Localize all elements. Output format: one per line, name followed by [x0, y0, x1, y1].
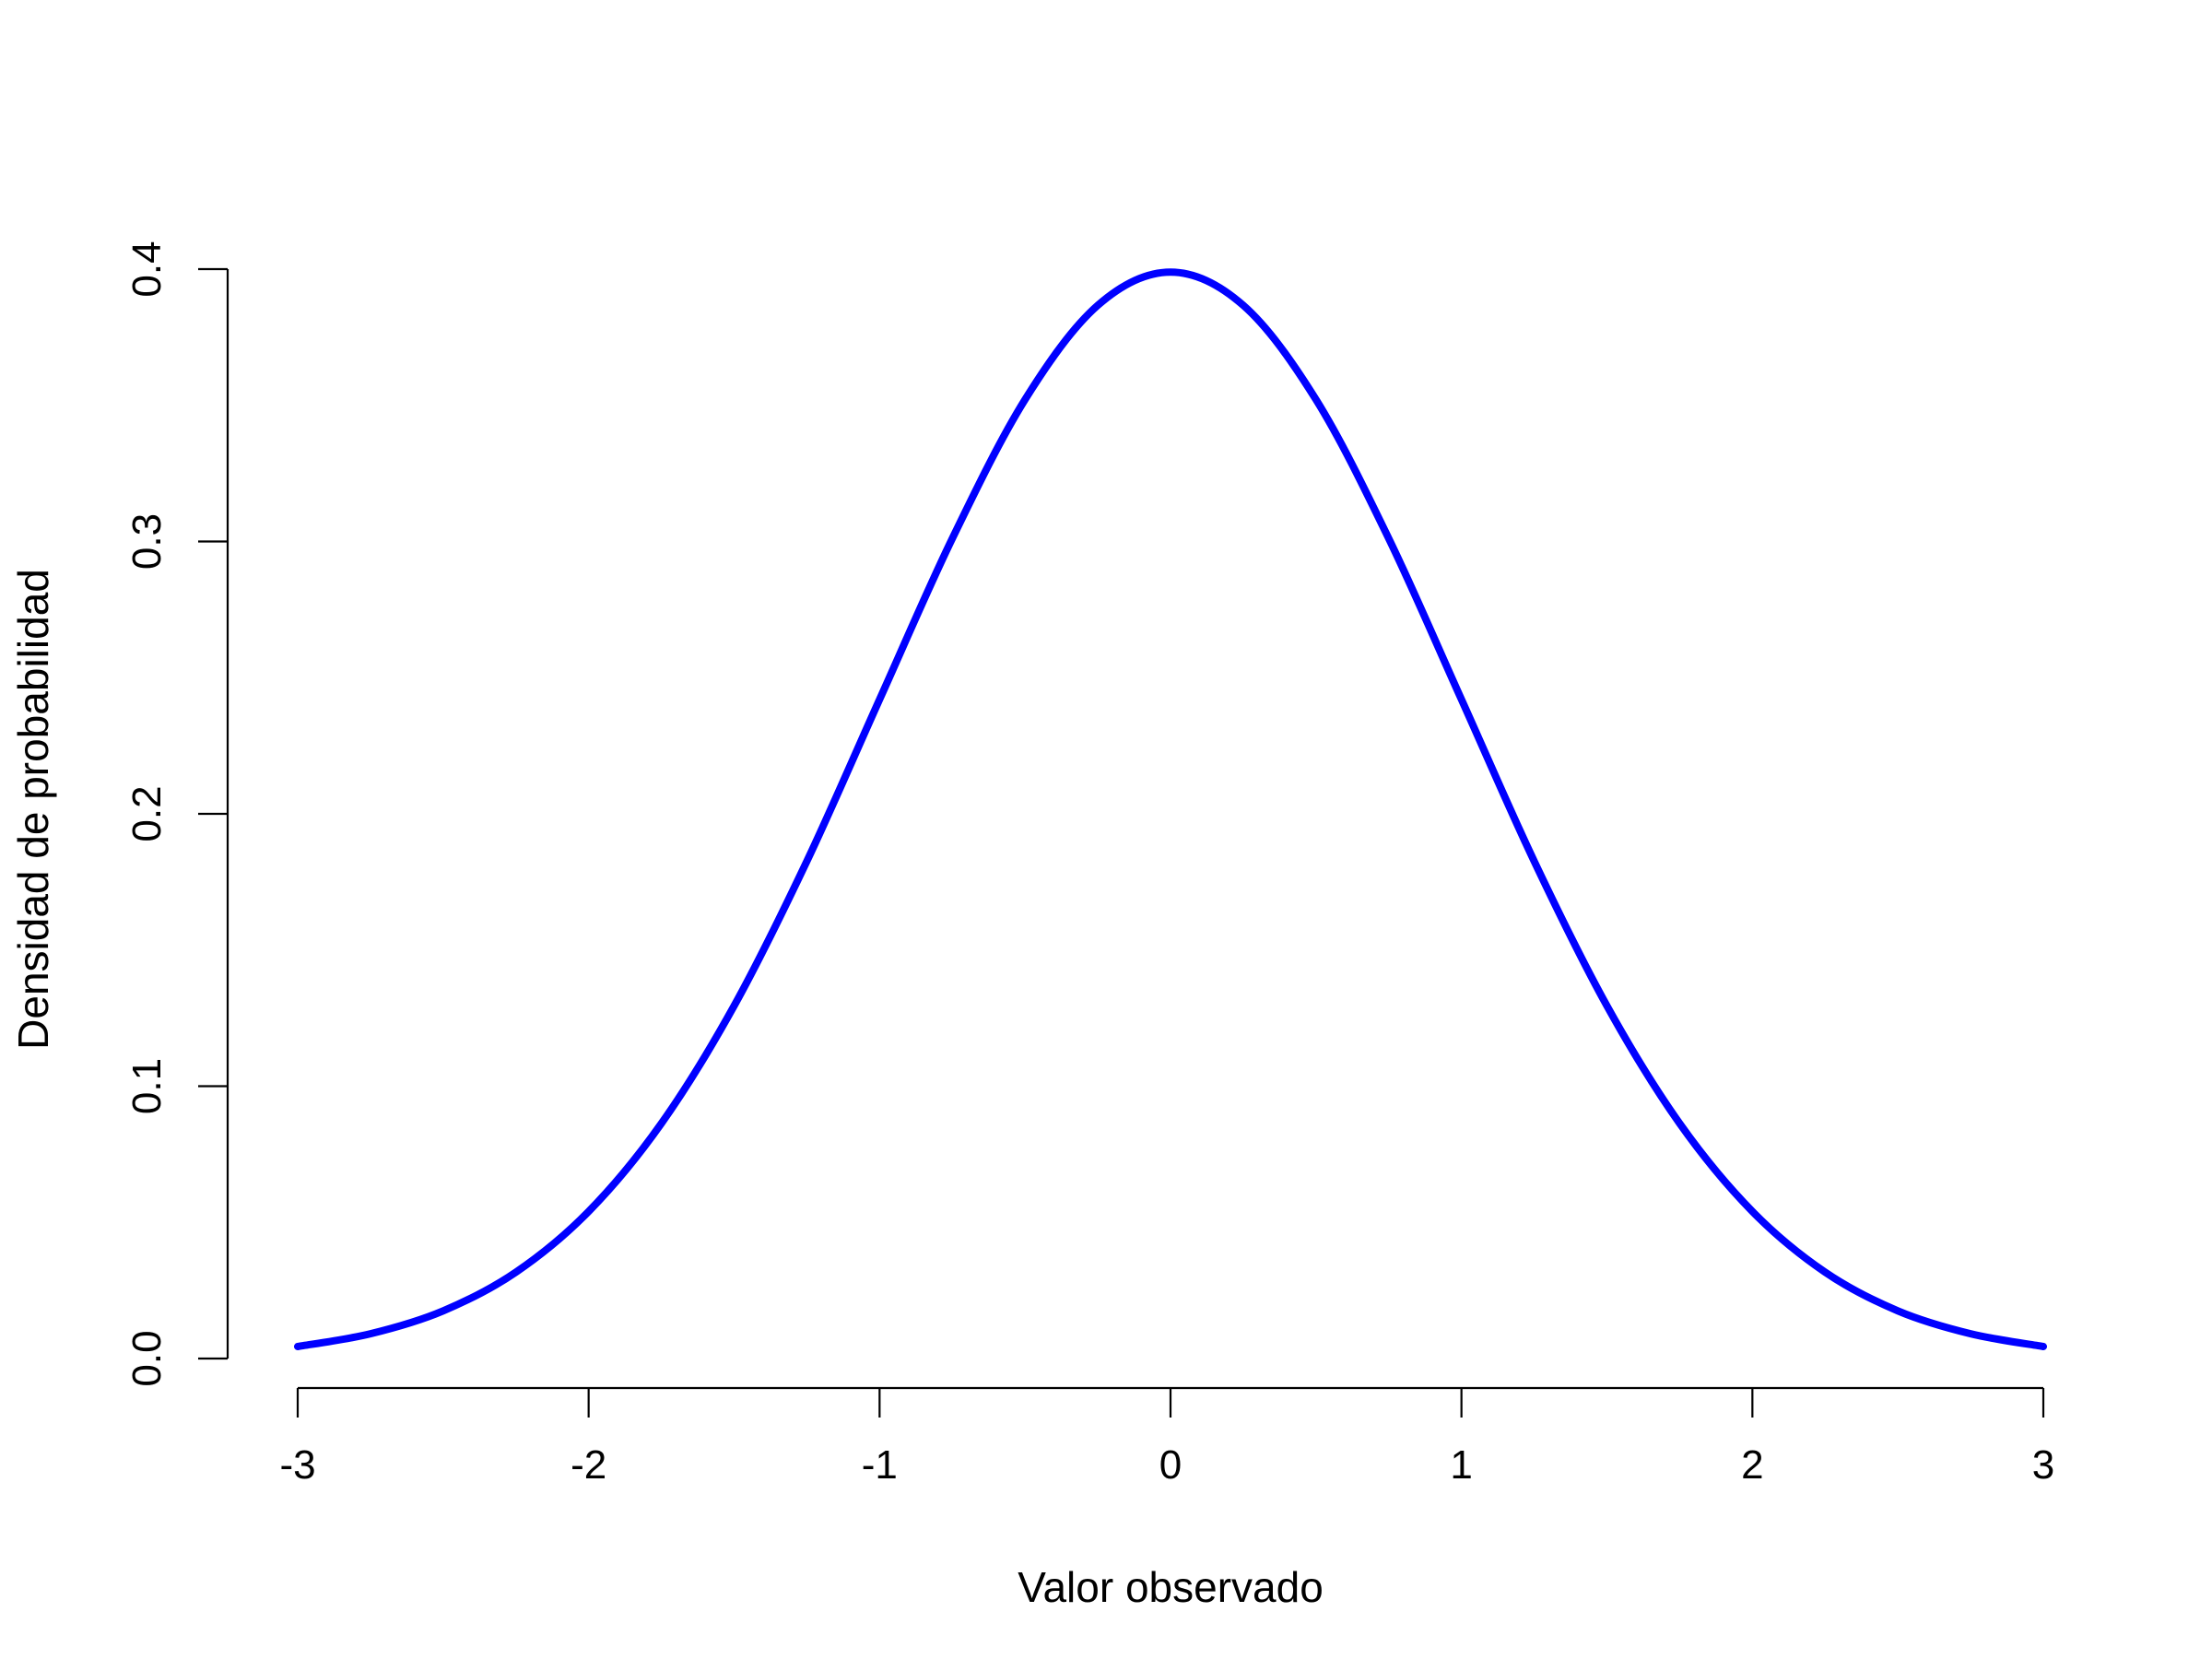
y-axis: 0.0 0.1 0.2 0.3 0.4: [124, 241, 229, 1387]
y-tick-label: 0.1: [124, 1058, 170, 1114]
x-tick-label: 3: [2032, 1442, 2054, 1488]
x-axis: -3 -2 -1 0 1 2 3: [279, 1386, 2054, 1488]
x-tick-label: 0: [1159, 1442, 1182, 1488]
x-tick-label: 2: [1741, 1442, 1763, 1488]
y-tick-label: 0.0: [124, 1330, 170, 1386]
series-line: [294, 268, 2047, 1350]
series-layer: [294, 268, 2047, 1350]
x-tick-label: 1: [1450, 1442, 1472, 1488]
x-tick-label: -1: [862, 1442, 898, 1488]
y-tick-label: 0.3: [124, 513, 170, 570]
y-tick-label: 0.2: [124, 785, 170, 841]
y-tick-label: 0.4: [124, 241, 170, 297]
x-tick-label: -3: [279, 1442, 315, 1488]
x-axis-title: Valor observado: [1018, 1563, 1324, 1611]
y-axis-title: Densidad de probabilidad: [9, 569, 57, 1050]
x-tick-label: -2: [571, 1442, 606, 1488]
